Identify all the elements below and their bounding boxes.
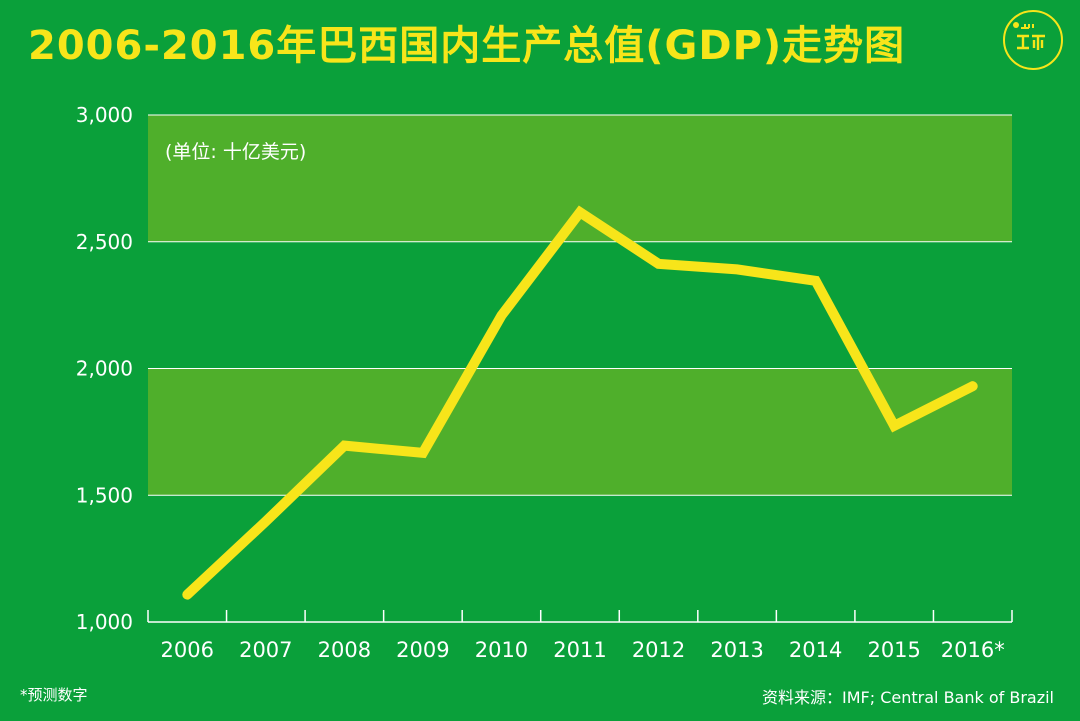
y-tick-label: 3,000: [76, 103, 133, 127]
x-tick-label: 2011: [553, 638, 606, 662]
hk01-logo-mark: [1013, 22, 1045, 50]
shaded-band-1: [148, 368, 1012, 496]
series-line-0: [182, 205, 978, 600]
x-tick-label: 2013: [710, 638, 763, 662]
y-tick-label: 2,000: [76, 357, 133, 381]
x-tick-label: 2006: [161, 638, 214, 662]
x-tick-label: 2007: [239, 638, 292, 662]
forecast-footnote: *预测数字: [20, 686, 88, 704]
x-tick-label: 2015: [867, 638, 920, 662]
chart-title: 2006-2016年巴西国内生产总值(GDP)走势图: [28, 23, 906, 69]
shaded-band-0: [148, 115, 1012, 242]
y-tick-label: 1,500: [76, 483, 133, 507]
x-tick-label: 2009: [396, 638, 449, 662]
x-tick-label: 2008: [318, 638, 371, 662]
source-note: 资料来源：IMF; Central Bank of Brazil: [762, 688, 1054, 707]
y-tick-label: 2,500: [76, 230, 133, 254]
x-tick-label: 2016*: [941, 638, 1005, 662]
x-tick-label: 2012: [632, 638, 685, 662]
unit-label: (单位: 十亿美元): [165, 141, 306, 163]
y-tick-label: 1,000: [76, 610, 133, 634]
hk01-logo-icon: [1003, 10, 1063, 70]
x-tick-label: 2014: [789, 638, 842, 662]
x-tick-label: 2010: [475, 638, 528, 662]
